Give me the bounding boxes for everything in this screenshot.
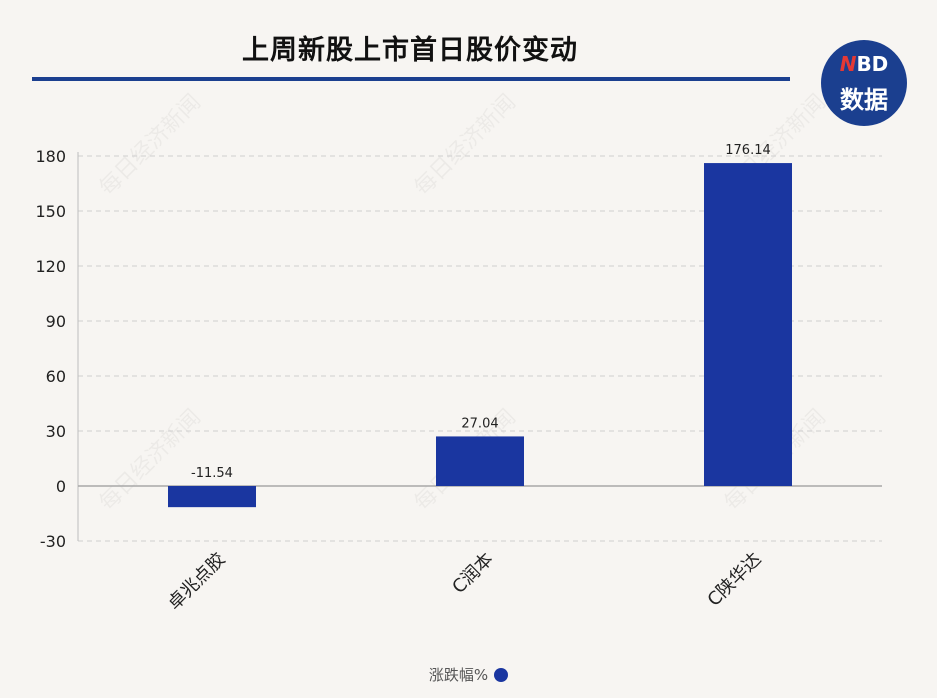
y-tick-label: -30 [40,532,66,551]
y-tick-label: 150 [35,202,66,221]
x-tick-label: C陕华达 [704,549,766,611]
legend-label: 涨跌幅% [428,666,489,684]
y-tick-label: 0 [56,477,66,496]
data-label: -11.54 [191,466,233,481]
bar [168,486,256,508]
watermark-text: 每日经济新闻 [410,90,521,201]
logo-nbd-text: NBD [839,52,889,76]
y-tick-label: 120 [35,257,66,276]
x-tick-label: C润本 [448,549,497,598]
nbd-logo: NBD 数据 [821,40,907,126]
y-tick-label: 90 [46,312,66,331]
bar [436,436,524,486]
chart-title: 上周新股上市首日股价变动 [242,35,578,66]
data-label: 27.04 [461,416,498,431]
y-tick-label: 60 [46,367,66,386]
title-underline [32,77,790,81]
logo-data-text: 数据 [840,86,888,114]
x-tick-label: 卓兆点胶 [164,549,230,615]
y-tick-label: 30 [46,422,66,441]
data-label: 176.14 [725,143,771,158]
bar [704,163,792,486]
legend-marker [494,668,509,682]
legend: 涨跌幅% [0,664,937,685]
watermark-text: 每日经济新闻 [95,90,206,201]
y-tick-label: 180 [35,147,66,166]
